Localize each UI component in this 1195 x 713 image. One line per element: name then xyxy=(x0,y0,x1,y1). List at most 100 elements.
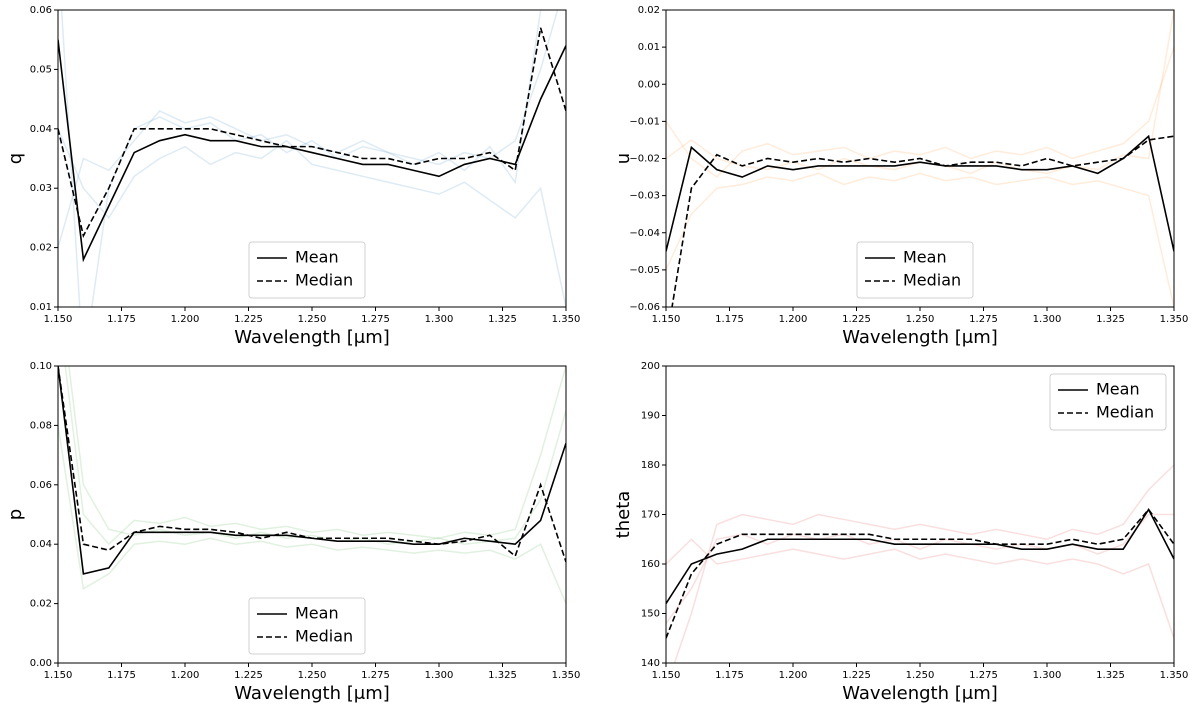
y-tick-label: 0.01 xyxy=(638,42,660,53)
y-tick-label: −0.03 xyxy=(629,191,660,202)
legend-box xyxy=(248,597,366,655)
x-tick-label: 1.200 xyxy=(171,670,200,681)
x-tick-label: 1.350 xyxy=(552,670,581,681)
x-tick-label: 1.150 xyxy=(44,670,73,681)
sample-line xyxy=(58,128,566,307)
y-tick-label: 0.02 xyxy=(30,243,52,254)
x-tick-label: 1.325 xyxy=(488,314,517,325)
sample-line xyxy=(58,10,559,248)
series-line xyxy=(666,508,1174,639)
y-tick-label: 0.06 xyxy=(30,5,52,16)
y-tick-label: −0.05 xyxy=(629,265,660,276)
subplot: 1.150 1.175 1.200 1.225 1.250 1.275 1.300 1.325… xyxy=(613,5,1188,348)
x-tick-label: 1.300 xyxy=(1033,314,1062,325)
subplot: 1.150 1.175 1.200 1.225 1.250 1.275 1.300 1.325… xyxy=(613,361,1188,704)
x-tick-label: 1.225 xyxy=(842,314,871,325)
legend: Mean Median xyxy=(1049,373,1167,431)
y-tick-label: −0.02 xyxy=(629,154,660,165)
legend: Mean Median xyxy=(248,241,366,299)
x-tick-label: 1.175 xyxy=(107,314,136,325)
y-tick-label: 190 xyxy=(641,411,660,422)
y-tick-label: 0.08 xyxy=(30,420,52,431)
legend-box xyxy=(1049,373,1167,431)
y-tick-label: −0.01 xyxy=(629,116,660,127)
sample-line xyxy=(666,172,1174,307)
y-tick-label: 0.04 xyxy=(30,539,52,550)
x-tick-label: 1.200 xyxy=(171,314,200,325)
y-tick-label: 0.03 xyxy=(30,183,52,194)
x-tick-label: 1.200 xyxy=(779,670,808,681)
subplot: 1.150 1.175 1.200 1.225 1.250 1.275 1.300 1.325… xyxy=(5,5,581,348)
legend-box xyxy=(248,241,366,299)
y-axis-label: p xyxy=(5,509,26,520)
y-axis-label: q xyxy=(5,153,26,164)
x-tick-label: 1.175 xyxy=(715,670,744,681)
y-tick-label: 0.02 xyxy=(638,5,660,16)
sample-line xyxy=(666,513,1174,624)
x-axis-label: Wavelength [μm] xyxy=(234,683,390,704)
y-tick-label: 170 xyxy=(641,510,660,521)
x-tick-label: 1.250 xyxy=(298,670,327,681)
sample-line xyxy=(68,366,566,545)
legend-label: Mean xyxy=(1096,380,1140,399)
y-tick-label: 0.00 xyxy=(30,658,52,669)
y-tick-label: 0.05 xyxy=(30,64,52,75)
y-tick-label: 150 xyxy=(641,609,660,620)
legend-label: Median xyxy=(1096,403,1154,422)
series-line xyxy=(666,134,1174,252)
x-tick-label: 1.150 xyxy=(652,670,681,681)
x-tick-label: 1.300 xyxy=(425,314,454,325)
x-tick-label: 1.300 xyxy=(425,670,454,681)
x-tick-label: 1.325 xyxy=(1096,314,1125,325)
series-line xyxy=(58,27,566,238)
y-axis-label: u xyxy=(613,153,634,164)
x-axis-label: Wavelength [μm] xyxy=(842,327,998,348)
x-tick-label: 1.225 xyxy=(234,314,263,325)
series-line xyxy=(671,135,1174,307)
y-tick-label: 140 xyxy=(641,658,660,669)
y-tick-label: 160 xyxy=(641,559,660,570)
sample-line xyxy=(666,10,1174,175)
x-tick-label: 1.250 xyxy=(298,314,327,325)
legend-label: Median xyxy=(903,271,961,290)
y-tick-label: 200 xyxy=(641,361,660,372)
legend-label: Median xyxy=(295,627,353,646)
series-line xyxy=(666,507,1174,605)
y-tick-label: 0.00 xyxy=(638,79,660,90)
x-tick-label: 1.325 xyxy=(1096,670,1125,681)
y-tick-label: −0.04 xyxy=(629,228,660,239)
legend-label: Mean xyxy=(295,604,339,623)
subplot: 1.150 1.175 1.200 1.225 1.250 1.275 1.300 1.325… xyxy=(5,361,581,704)
x-tick-label: 1.300 xyxy=(1033,670,1062,681)
x-tick-label: 1.350 xyxy=(1160,314,1189,325)
x-tick-label: 1.200 xyxy=(779,314,808,325)
series-line xyxy=(58,366,566,575)
sample-line xyxy=(666,46,1174,179)
sample-line xyxy=(60,10,542,307)
x-axis-label: Wavelength [μm] xyxy=(234,327,390,348)
legend: Mean Median xyxy=(248,597,366,655)
x-tick-label: 1.275 xyxy=(361,670,390,681)
sample-line xyxy=(673,464,1174,663)
x-tick-label: 1.150 xyxy=(44,314,73,325)
x-tick-label: 1.250 xyxy=(906,670,935,681)
sample-line xyxy=(58,425,566,604)
series-line xyxy=(58,366,566,563)
y-tick-label: 0.06 xyxy=(30,480,52,491)
x-tick-label: 1.150 xyxy=(652,314,681,325)
legend: Mean Median xyxy=(856,241,974,299)
x-tick-label: 1.275 xyxy=(969,314,998,325)
y-tick-label: 0.02 xyxy=(30,599,52,610)
x-tick-label: 1.325 xyxy=(488,670,517,681)
x-tick-label: 1.350 xyxy=(552,314,581,325)
y-tick-label: −0.06 xyxy=(629,302,660,313)
x-tick-label: 1.275 xyxy=(361,314,390,325)
x-axis-label: Wavelength [μm] xyxy=(842,683,998,704)
x-tick-label: 1.350 xyxy=(1160,670,1189,681)
sample-line xyxy=(64,366,566,546)
x-tick-label: 1.250 xyxy=(906,314,935,325)
x-tick-label: 1.175 xyxy=(107,670,136,681)
